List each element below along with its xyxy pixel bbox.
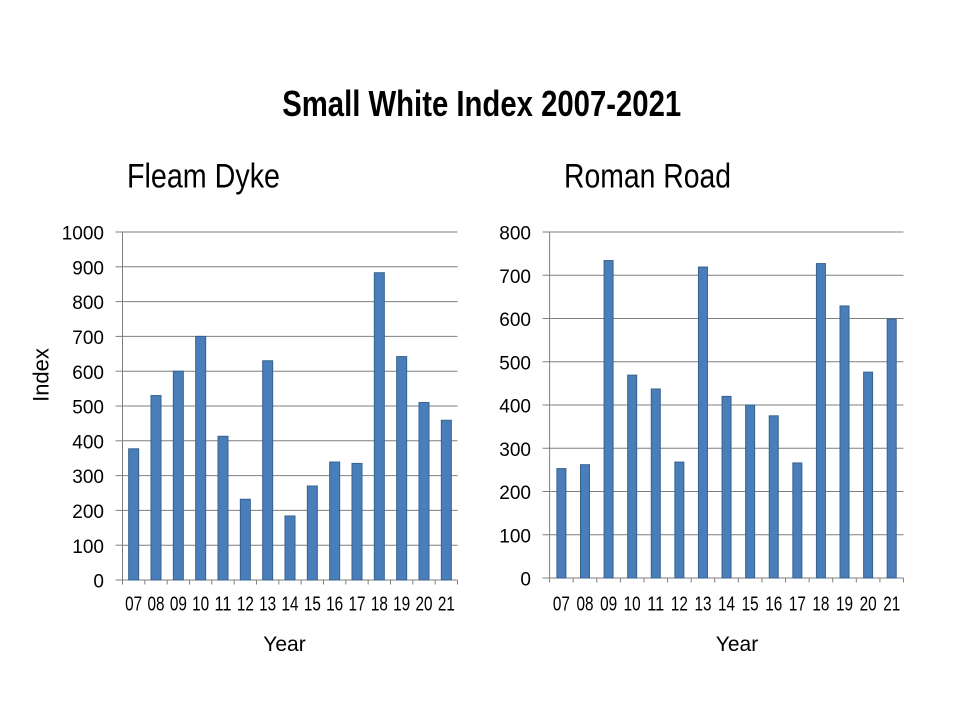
svg-text:16: 16 xyxy=(326,594,343,616)
svg-text:200: 200 xyxy=(72,502,104,523)
svg-text:08: 08 xyxy=(148,594,165,616)
svg-text:100: 100 xyxy=(72,537,104,558)
svg-text:11: 11 xyxy=(647,594,664,616)
svg-text:Year: Year xyxy=(716,633,758,656)
svg-text:100: 100 xyxy=(499,526,531,547)
svg-text:600: 600 xyxy=(72,363,104,384)
svg-text:20: 20 xyxy=(860,594,877,616)
svg-text:400: 400 xyxy=(72,432,104,453)
svg-text:300: 300 xyxy=(72,467,104,488)
svg-text:200: 200 xyxy=(499,483,531,504)
svg-text:Index: Index xyxy=(29,348,54,402)
svg-text:15: 15 xyxy=(742,594,759,616)
svg-text:19: 19 xyxy=(836,594,853,616)
svg-text:0: 0 xyxy=(520,570,531,591)
svg-text:09: 09 xyxy=(600,594,617,616)
svg-text:07: 07 xyxy=(553,594,570,616)
svg-text:12: 12 xyxy=(671,594,688,616)
svg-text:14: 14 xyxy=(282,594,299,616)
svg-text:21: 21 xyxy=(883,594,900,616)
svg-text:16: 16 xyxy=(765,594,782,616)
svg-text:18: 18 xyxy=(371,594,388,616)
svg-text:10: 10 xyxy=(192,594,209,616)
svg-text:Year: Year xyxy=(263,633,305,656)
svg-text:11: 11 xyxy=(215,594,232,616)
svg-text:13: 13 xyxy=(694,594,711,616)
svg-text:17: 17 xyxy=(789,594,806,616)
svg-text:1000: 1000 xyxy=(62,224,104,245)
svg-text:21: 21 xyxy=(438,594,455,616)
svg-text:0: 0 xyxy=(93,572,104,593)
svg-text:700: 700 xyxy=(72,328,104,349)
svg-text:19: 19 xyxy=(393,594,410,616)
svg-text:300: 300 xyxy=(499,440,531,461)
svg-text:10: 10 xyxy=(624,594,641,616)
svg-text:15: 15 xyxy=(304,594,321,616)
svg-text:18: 18 xyxy=(812,594,829,616)
svg-text:Fleam Dyke: Fleam Dyke xyxy=(127,158,280,196)
svg-text:500: 500 xyxy=(72,398,104,419)
svg-text:900: 900 xyxy=(72,258,104,279)
svg-text:12: 12 xyxy=(237,594,254,616)
svg-text:Roman Road: Roman Road xyxy=(564,158,731,196)
svg-text:09: 09 xyxy=(170,594,187,616)
svg-text:600: 600 xyxy=(499,310,531,331)
svg-text:14: 14 xyxy=(718,594,735,616)
svg-text:700: 700 xyxy=(499,267,531,288)
svg-text:Small White Index 2007-2021: Small White Index 2007-2021 xyxy=(282,83,681,124)
svg-text:20: 20 xyxy=(416,594,433,616)
svg-text:400: 400 xyxy=(499,397,531,418)
svg-text:500: 500 xyxy=(499,353,531,374)
svg-text:17: 17 xyxy=(349,594,366,616)
svg-text:08: 08 xyxy=(576,594,593,616)
svg-text:07: 07 xyxy=(125,594,142,616)
svg-text:800: 800 xyxy=(72,293,104,314)
svg-text:800: 800 xyxy=(499,224,531,245)
svg-text:13: 13 xyxy=(259,594,276,616)
